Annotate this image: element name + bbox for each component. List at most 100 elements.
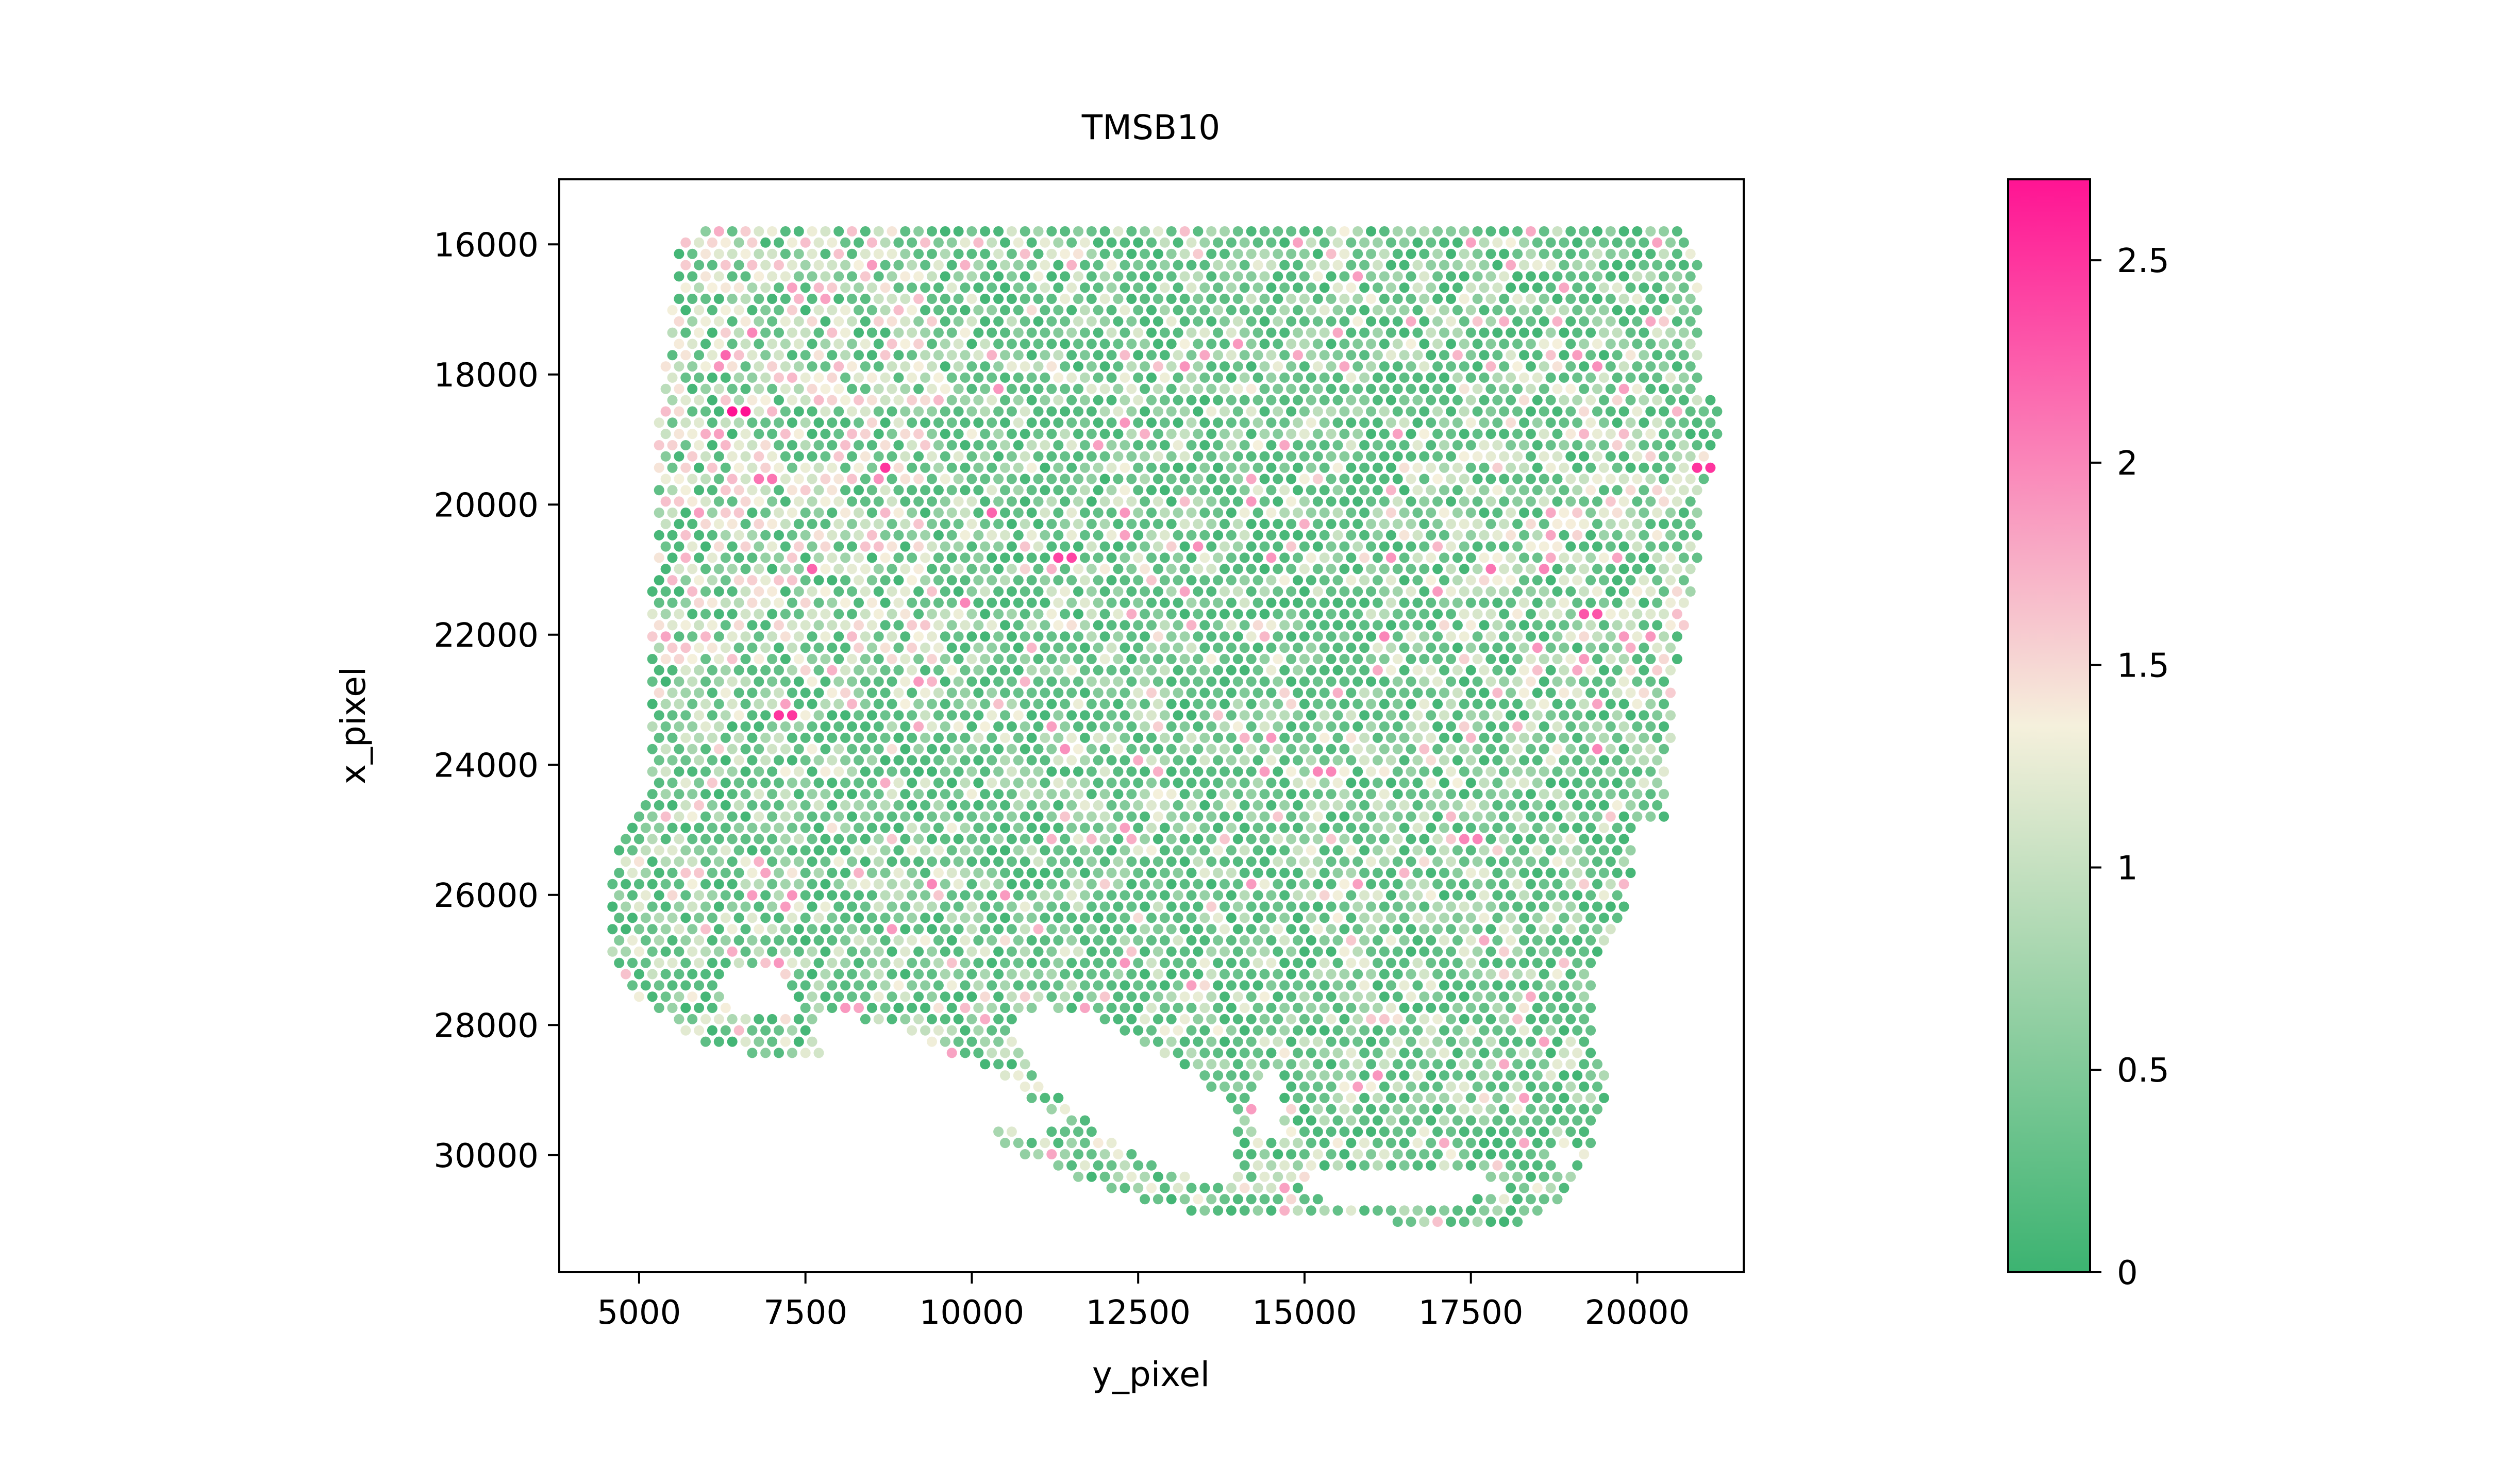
expression-spot — [780, 564, 791, 575]
expression-spot — [1312, 383, 1323, 394]
expression-spot — [1678, 530, 1689, 541]
expression-spot — [940, 361, 950, 372]
expression-spot — [1439, 800, 1449, 811]
expression-spot — [993, 339, 1004, 349]
expression-spot — [660, 901, 671, 912]
expression-spot — [1000, 822, 1010, 833]
expression-spot — [1266, 372, 1277, 383]
expression-spot — [1372, 530, 1383, 541]
expression-spot — [1352, 879, 1363, 889]
expression-spot — [680, 260, 691, 271]
expression-spot — [1499, 789, 1510, 800]
expression-spot — [807, 609, 817, 619]
expression-spot — [1426, 372, 1437, 383]
expression-spot — [1565, 226, 1576, 237]
expression-spot — [946, 800, 957, 811]
expression-spot — [647, 766, 658, 777]
expression-spot — [1392, 676, 1403, 687]
expression-spot — [1053, 372, 1064, 383]
expression-spot — [860, 609, 871, 619]
expression-spot — [1645, 518, 1656, 529]
expression-spot — [1332, 755, 1343, 766]
expression-spot — [1472, 654, 1483, 664]
expression-spot — [1585, 868, 1596, 878]
expression-spot — [1525, 361, 1536, 372]
expression-spot — [1140, 451, 1150, 462]
expression-spot — [1066, 350, 1077, 361]
expression-spot — [807, 879, 817, 889]
expression-spot — [667, 643, 678, 653]
expression-spot — [680, 687, 691, 698]
expression-spot — [780, 856, 791, 867]
expression-spot — [1539, 766, 1549, 777]
expression-spot — [1459, 271, 1469, 282]
expression-spot — [687, 496, 698, 507]
expression-spot — [920, 868, 931, 878]
expression-spot — [953, 451, 964, 462]
expression-spot — [854, 620, 864, 631]
expression-spot — [1319, 935, 1330, 946]
expression-spot — [1153, 541, 1163, 552]
expression-spot — [1126, 856, 1137, 867]
expression-spot — [873, 879, 884, 889]
expression-spot — [1592, 744, 1602, 754]
expression-spot — [1525, 383, 1536, 394]
expression-spot — [960, 395, 971, 406]
expression-spot — [860, 789, 871, 800]
expression-spot — [813, 687, 824, 698]
expression-spot — [1359, 552, 1370, 563]
expression-spot — [1040, 732, 1050, 743]
expression-spot — [866, 687, 877, 698]
expression-spot — [1312, 451, 1323, 462]
expression-spot — [1419, 789, 1430, 800]
expression-spot — [1239, 890, 1250, 901]
expression-spot — [1179, 721, 1190, 732]
expression-spot — [1612, 327, 1623, 338]
expression-spot — [1113, 474, 1124, 484]
expression-spot — [1359, 575, 1370, 586]
expression-spot — [1220, 361, 1230, 372]
expression-spot — [1000, 508, 1010, 518]
expression-spot — [1293, 822, 1303, 833]
expression-spot — [1113, 924, 1124, 935]
expression-spot — [1406, 316, 1416, 327]
expression-spot — [1232, 248, 1243, 259]
expression-spot — [1332, 935, 1343, 946]
expression-spot — [1659, 451, 1669, 462]
expression-spot — [667, 665, 678, 676]
expression-spot — [900, 789, 911, 800]
expression-spot — [1000, 395, 1010, 406]
expression-spot — [1120, 327, 1130, 338]
expression-spot — [1000, 440, 1010, 450]
expression-spot — [920, 845, 931, 856]
expression-spot — [1332, 687, 1343, 698]
expression-spot — [1332, 552, 1343, 563]
expression-spot — [733, 913, 744, 923]
expression-spot — [847, 766, 857, 777]
expression-spot — [1173, 597, 1183, 608]
expression-spot — [1106, 575, 1117, 586]
expression-spot — [727, 248, 738, 259]
expression-spot — [774, 508, 784, 518]
expression-spot — [1625, 530, 1636, 541]
expression-spot — [680, 372, 691, 383]
expression-spot — [1579, 294, 1590, 304]
expression-spot — [847, 609, 857, 619]
expression-spot — [960, 643, 971, 653]
expression-spot — [1592, 834, 1602, 845]
expression-spot — [973, 687, 984, 698]
expression-spot — [927, 541, 937, 552]
expression-spot — [1040, 687, 1050, 698]
expression-spot — [1406, 721, 1416, 732]
expression-spot — [1006, 699, 1017, 710]
expression-spot — [1199, 800, 1210, 811]
expression-spot — [1006, 406, 1017, 417]
expression-spot — [1659, 248, 1669, 259]
expression-spot — [780, 811, 791, 822]
expression-spot — [1565, 361, 1576, 372]
expression-spot — [1159, 935, 1170, 946]
expression-spot — [946, 350, 957, 361]
expression-spot — [1293, 800, 1303, 811]
expression-spot — [1279, 620, 1290, 631]
expression-spot — [1040, 913, 1050, 923]
